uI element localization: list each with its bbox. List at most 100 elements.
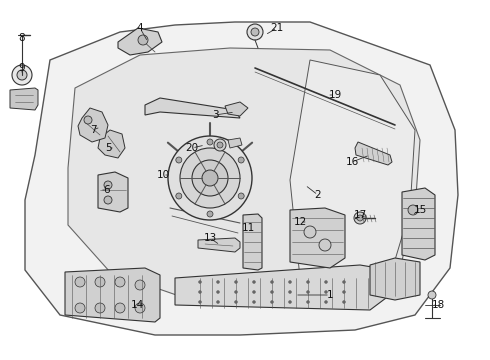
- Circle shape: [428, 291, 436, 299]
- Text: 17: 17: [353, 210, 367, 220]
- Circle shape: [289, 301, 292, 303]
- Circle shape: [95, 277, 105, 287]
- Circle shape: [198, 280, 201, 284]
- Text: 20: 20: [185, 143, 198, 153]
- Polygon shape: [355, 142, 392, 165]
- Text: 16: 16: [345, 157, 359, 167]
- Circle shape: [75, 277, 85, 287]
- Circle shape: [217, 280, 220, 284]
- Polygon shape: [290, 60, 415, 285]
- Circle shape: [289, 280, 292, 284]
- Polygon shape: [10, 88, 38, 110]
- Circle shape: [180, 148, 240, 208]
- Circle shape: [217, 142, 223, 148]
- Text: 10: 10: [156, 170, 170, 180]
- Circle shape: [12, 65, 32, 85]
- Text: 13: 13: [203, 233, 217, 243]
- Circle shape: [235, 291, 238, 293]
- Polygon shape: [98, 130, 125, 158]
- Polygon shape: [78, 108, 108, 142]
- Circle shape: [217, 291, 220, 293]
- Circle shape: [247, 24, 263, 40]
- Circle shape: [104, 181, 112, 189]
- Circle shape: [17, 70, 27, 80]
- Circle shape: [307, 280, 310, 284]
- Circle shape: [138, 35, 148, 45]
- Polygon shape: [402, 188, 435, 260]
- Circle shape: [270, 291, 273, 293]
- Circle shape: [238, 193, 244, 199]
- Circle shape: [207, 139, 213, 145]
- Polygon shape: [228, 138, 242, 148]
- Circle shape: [357, 215, 363, 221]
- Polygon shape: [243, 214, 262, 270]
- Circle shape: [408, 205, 418, 215]
- Circle shape: [319, 239, 331, 251]
- Circle shape: [176, 193, 182, 199]
- Text: 6: 6: [104, 185, 110, 195]
- Circle shape: [214, 139, 226, 151]
- Circle shape: [84, 116, 92, 124]
- Circle shape: [252, 280, 255, 284]
- Circle shape: [289, 291, 292, 293]
- Text: 7: 7: [90, 125, 97, 135]
- Polygon shape: [175, 265, 390, 310]
- Polygon shape: [98, 172, 128, 212]
- Circle shape: [343, 280, 345, 284]
- Circle shape: [95, 303, 105, 313]
- Circle shape: [270, 301, 273, 303]
- Text: 9: 9: [19, 63, 25, 73]
- Circle shape: [307, 301, 310, 303]
- Circle shape: [115, 277, 125, 287]
- Circle shape: [135, 280, 145, 290]
- Circle shape: [343, 301, 345, 303]
- Text: 4: 4: [137, 23, 143, 33]
- Circle shape: [324, 280, 327, 284]
- Circle shape: [251, 28, 259, 36]
- Circle shape: [202, 170, 218, 186]
- Circle shape: [252, 301, 255, 303]
- Circle shape: [176, 157, 182, 163]
- Circle shape: [307, 291, 310, 293]
- Circle shape: [238, 157, 244, 163]
- Polygon shape: [370, 258, 420, 300]
- Text: 19: 19: [328, 90, 342, 100]
- Circle shape: [270, 280, 273, 284]
- Circle shape: [207, 211, 213, 217]
- Polygon shape: [145, 98, 240, 118]
- Circle shape: [343, 291, 345, 293]
- Circle shape: [217, 301, 220, 303]
- Polygon shape: [65, 268, 160, 322]
- Polygon shape: [118, 28, 162, 55]
- Text: 11: 11: [242, 223, 255, 233]
- Text: 15: 15: [414, 205, 427, 215]
- Circle shape: [304, 226, 316, 238]
- Text: 2: 2: [315, 190, 321, 200]
- Circle shape: [252, 291, 255, 293]
- Circle shape: [168, 136, 252, 220]
- Polygon shape: [225, 102, 248, 116]
- Text: 12: 12: [294, 217, 307, 227]
- Circle shape: [198, 301, 201, 303]
- Circle shape: [135, 303, 145, 313]
- Circle shape: [192, 160, 228, 196]
- Circle shape: [75, 303, 85, 313]
- Circle shape: [324, 291, 327, 293]
- Text: 1: 1: [327, 290, 333, 300]
- Polygon shape: [68, 48, 420, 305]
- Polygon shape: [25, 22, 458, 335]
- Circle shape: [324, 301, 327, 303]
- Circle shape: [235, 280, 238, 284]
- Text: 8: 8: [19, 33, 25, 43]
- Text: 5: 5: [105, 143, 111, 153]
- Circle shape: [104, 196, 112, 204]
- Text: 3: 3: [212, 110, 219, 120]
- Polygon shape: [198, 238, 240, 252]
- Text: 18: 18: [431, 300, 444, 310]
- Circle shape: [198, 291, 201, 293]
- Polygon shape: [290, 208, 345, 268]
- Circle shape: [235, 301, 238, 303]
- Circle shape: [115, 303, 125, 313]
- Circle shape: [354, 212, 366, 224]
- Text: 21: 21: [270, 23, 284, 33]
